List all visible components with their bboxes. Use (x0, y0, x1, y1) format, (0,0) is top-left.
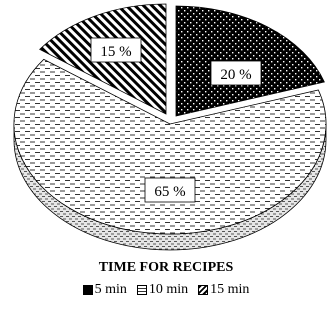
data-label-box-15min (90, 37, 142, 63)
chart-title: TIME FOR RECIPES (98, 260, 234, 275)
data-label-5min: 20 % (210, 60, 262, 86)
data-label-15min: 15 % (90, 37, 142, 63)
data-label-box-10min (144, 177, 196, 203)
pie-chart: 20 % 65 % 15 % (13, 3, 327, 251)
data-label-text-15min: 15 % (100, 44, 131, 60)
legend-swatch-10min (136, 285, 147, 295)
data-label-box-5min (210, 60, 262, 86)
legend-label-5min: 5 min (94, 282, 127, 297)
chart-legend: 5 min 10 min 15 min (0, 282, 332, 298)
pie-slice-10min (13, 58, 327, 235)
legend-item-15min: 15 min (198, 282, 249, 298)
legend-swatch-15min (198, 285, 209, 295)
legend-item-10min: 10 min (136, 282, 189, 298)
legend-label-15min: 15 min (210, 282, 250, 297)
data-label-text-10min: 65 % (154, 184, 185, 200)
legend-label-10min: 10 min (148, 282, 189, 297)
data-label-text-5min: 20 % (220, 67, 251, 83)
legend-swatch-5min (82, 285, 93, 295)
legend-item-5min: 5 min (82, 282, 127, 298)
data-label-10min: 65 % (144, 177, 196, 203)
